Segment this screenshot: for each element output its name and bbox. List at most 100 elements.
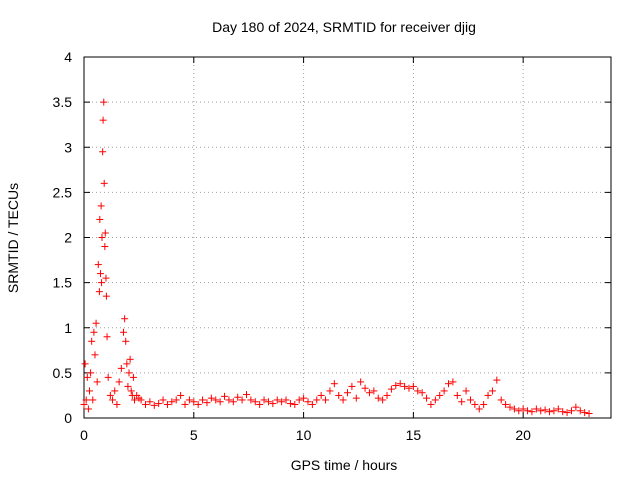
data-point (431, 396, 439, 404)
y-tick-label: 1.5 (53, 275, 73, 291)
data-point (379, 396, 387, 404)
data-point (82, 396, 90, 404)
data-point (99, 148, 107, 156)
data-point (291, 400, 299, 408)
data-point (131, 396, 139, 404)
x-tick-label: 20 (515, 427, 531, 443)
y-tick-label: 3.5 (53, 94, 73, 110)
data-point (203, 399, 211, 407)
data-point (418, 389, 426, 397)
data-point (519, 405, 527, 413)
data-point (361, 384, 369, 392)
y-tick-label: 2 (64, 230, 72, 246)
data-point (409, 382, 417, 390)
data-point (488, 387, 496, 395)
data-point (532, 405, 540, 413)
data-point (506, 403, 514, 411)
data-point (449, 378, 457, 386)
data-point (146, 398, 154, 406)
data-point (96, 215, 104, 223)
y-tick-label: 2.5 (53, 184, 73, 200)
y-tick-label: 0.5 (53, 365, 73, 381)
data-point (101, 229, 109, 237)
data-point (273, 396, 281, 404)
data-point (576, 407, 584, 415)
data-point (94, 261, 102, 269)
data-point (102, 274, 110, 282)
data-point (168, 398, 176, 406)
data-point (122, 337, 130, 345)
data-point (190, 398, 198, 406)
data-point (212, 396, 220, 404)
data-point (99, 116, 107, 124)
data-point (93, 378, 101, 386)
data-point (80, 400, 88, 408)
data-point (137, 396, 145, 404)
data-point (111, 387, 119, 395)
data-point (471, 400, 479, 408)
data-point (427, 400, 435, 408)
data-point (330, 380, 338, 388)
y-tick-label: 0 (64, 410, 72, 426)
data-point (264, 398, 272, 406)
data-point (453, 391, 461, 399)
data-point (229, 398, 237, 406)
data-point (401, 382, 409, 390)
data-point (97, 202, 105, 210)
data-point (322, 396, 330, 404)
data-point (104, 373, 112, 381)
data-point (510, 405, 518, 413)
data-point (546, 408, 554, 416)
data-point (238, 396, 246, 404)
data-point (304, 398, 312, 406)
data-point (185, 396, 193, 404)
data-point (269, 400, 277, 408)
y-tick-label: 1 (64, 320, 72, 336)
x-tick-label: 0 (80, 427, 88, 443)
data-point (278, 398, 286, 406)
data-point (102, 292, 110, 300)
data-point (423, 394, 431, 402)
x-axis-label: GPS time / hours (291, 457, 398, 473)
data-point (475, 405, 483, 413)
data-point (567, 407, 575, 415)
x-tick-label: 15 (406, 427, 422, 443)
data-point (365, 389, 373, 397)
data-point (103, 333, 111, 341)
data-point (339, 396, 347, 404)
y-tick-label: 4 (64, 49, 72, 65)
data-point (466, 396, 474, 404)
data-point (286, 400, 294, 408)
data-point (585, 409, 593, 417)
data-point (92, 319, 100, 327)
data-point (326, 387, 334, 395)
data-point (392, 382, 400, 390)
data-point (181, 400, 189, 408)
data-point (405, 384, 413, 392)
data-point (581, 409, 589, 417)
data-point (484, 391, 492, 399)
data-point (95, 288, 103, 296)
data-point (123, 360, 131, 368)
data-point (101, 243, 109, 251)
data-point (528, 408, 536, 416)
data-point (436, 391, 444, 399)
data-point (96, 270, 104, 278)
data-point (260, 396, 268, 404)
data-point (256, 400, 264, 408)
data-point (295, 396, 303, 404)
data-point (194, 400, 202, 408)
data-point (317, 391, 325, 399)
data-point (109, 396, 117, 404)
data-point (115, 378, 123, 386)
data-point (251, 398, 259, 406)
data-point (113, 400, 121, 408)
data-point (129, 373, 137, 381)
data-point (414, 387, 422, 395)
x-tick-label: 10 (296, 427, 312, 443)
data-point (502, 400, 510, 408)
data-point (126, 355, 134, 363)
data-point (98, 234, 106, 241)
data-point (120, 328, 128, 336)
